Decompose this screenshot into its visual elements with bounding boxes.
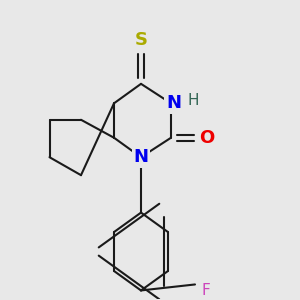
Text: O: O [200,129,214,147]
Text: H: H [188,93,199,108]
Text: N: N [166,94,181,112]
Text: N: N [134,148,148,166]
Text: S: S [134,32,148,50]
Text: F: F [202,283,211,298]
